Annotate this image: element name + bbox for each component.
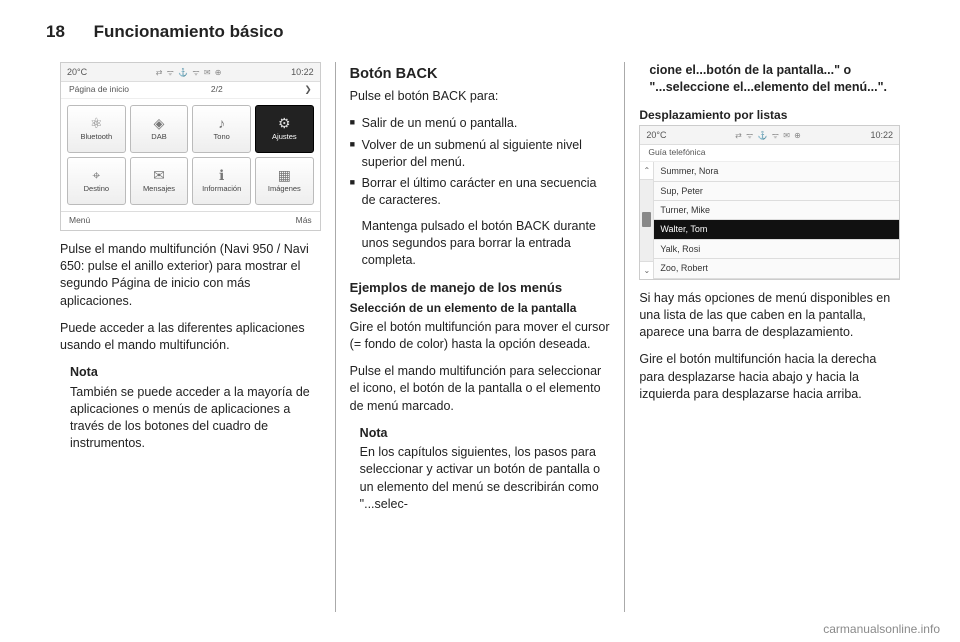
tono-icon: ♪ [218, 116, 225, 130]
bottom-bar: Menú Más [61, 211, 320, 230]
clock-label: 10:22 [870, 129, 893, 141]
información-icon: ℹ [219, 168, 224, 182]
list-item[interactable]: Summer, Nora [654, 162, 899, 181]
tile-label: Mensajes [143, 184, 175, 194]
dab-icon: ◈ [154, 116, 165, 130]
tile-label: Ajustes [272, 132, 297, 142]
scroll-up-icon[interactable]: ⌃ [640, 162, 653, 180]
paragraph: Pulse el botón BACK para: [350, 88, 611, 105]
temp-label: 20°C [646, 129, 666, 141]
app-grid: ⚛ Bluetooth ◈ DAB ♪ Tono ⚙ Ajustes ⌖ Destino ✉ Mens… [61, 99, 320, 211]
bullet-item: Volver de un submenú al siguiente nivel … [350, 137, 611, 172]
note-heading: Nota [360, 425, 611, 442]
note-body: También se puede acceder a la mayoría de… [70, 384, 321, 453]
list-body: Summer, NoraSup, PeterTurner, MikeWalter… [654, 162, 899, 278]
note-heading: Nota [70, 364, 321, 381]
tile-label: Bluetooth [80, 132, 112, 142]
mensajes-icon: ✉ [153, 168, 165, 182]
paragraph: Pulse el mando multifunción (Navi 950 / … [60, 241, 321, 310]
status-icons: ⇄ ᯤ ⚓ ᯤ ✉ ⊕ [156, 67, 223, 78]
app-tile-información[interactable]: ℹ Información [192, 157, 251, 205]
list-wrap: ⌃ ⌄ Summer, NoraSup, PeterTurner, MikeWa… [640, 162, 899, 278]
more-button[interactable]: Más [296, 215, 312, 227]
column-1: 20°C ⇄ ᯤ ⚓ ᯤ ✉ ⊕ 10:22 Página de inicio … [46, 62, 335, 612]
scroll-thumb[interactable] [642, 212, 651, 226]
app-tile-bluetooth[interactable]: ⚛ Bluetooth [67, 105, 126, 153]
paragraph: Si hay más opciones de menú disponibles … [639, 290, 900, 342]
tile-label: Tono [214, 132, 230, 142]
tile-label: Imágenes [268, 184, 301, 194]
scroll-track[interactable] [640, 180, 653, 260]
app-tile-ajustes[interactable]: ⚙ Ajustes [255, 105, 314, 153]
subbar: Guía telefónica [640, 145, 899, 162]
ajustes-icon: ⚙ [278, 116, 291, 130]
subheading: Selección de un elemento de la pantalla [350, 300, 611, 317]
tile-label: Información [202, 184, 241, 194]
status-icons: ⇄ ᯤ ⚓ ᯤ ✉ ⊕ [735, 130, 802, 141]
next-icon[interactable]: ❯ [305, 84, 312, 96]
examples-heading: Ejemplos de manejo de los menús [350, 279, 611, 297]
tile-label: DAB [151, 132, 166, 142]
list-item[interactable]: Yalk, Rosi [654, 240, 899, 259]
topbar: 20°C ⇄ ᯤ ⚓ ᯤ ✉ ⊕ 10:22 [61, 63, 320, 82]
footer-link[interactable]: carmanualsonline.info [823, 622, 940, 636]
temp-label: 20°C [67, 66, 87, 78]
back-heading: Botón BACK [350, 64, 611, 84]
scrollbar[interactable]: ⌃ ⌄ [640, 162, 654, 278]
paragraph: Gire el botón multifunción hacia la dere… [639, 351, 900, 403]
scroll-down-icon[interactable]: ⌄ [640, 261, 653, 279]
continuation-text: cione el...botón de la pantalla..." o ".… [649, 62, 900, 97]
list-item[interactable]: Turner, Mike [654, 201, 899, 220]
imágenes-icon: ▦ [278, 168, 291, 182]
clock-label: 10:22 [291, 66, 314, 78]
paragraph: Pulse el mando multifunción para selecci… [350, 363, 611, 415]
app-tile-imágenes[interactable]: ▦ Imágenes [255, 157, 314, 205]
list-item[interactable]: Sup, Peter [654, 182, 899, 201]
page-header: 18 Funcionamiento básico [46, 22, 284, 42]
app-tile-dab[interactable]: ◈ DAB [130, 105, 189, 153]
bullet-item: Borrar el último carácter en una secuenc… [350, 175, 611, 210]
list-screenshot: 20°C ⇄ ᯤ ⚓ ᯤ ✉ ⊕ 10:22 Guía telefónica ⌃… [639, 125, 900, 280]
list-title: Guía telefónica [648, 147, 705, 159]
destino-icon: ⌖ [92, 168, 100, 182]
note-body: En los capítulos siguientes, los pasos p… [360, 444, 611, 513]
bullet-item: Salir de un menú o pantalla. [350, 115, 611, 132]
tile-label: Destino [84, 184, 109, 194]
page-label: Página de inicio [69, 84, 129, 96]
chapter-title: Funcionamiento básico [94, 22, 284, 41]
bullet-list: Salir de un menú o pantalla. Volver de un… [350, 115, 611, 209]
paragraph: Puede acceder a las diferentes aplicacio… [60, 320, 321, 355]
column-2: Botón BACK Pulse el botón BACK para: Sal… [335, 62, 625, 612]
subheading: Desplazamiento por listas [639, 107, 900, 124]
app-tile-destino[interactable]: ⌖ Destino [67, 157, 126, 205]
paragraph: Gire el botón multifunción para mover el… [350, 319, 611, 354]
home-screenshot: 20°C ⇄ ᯤ ⚓ ᯤ ✉ ⊕ 10:22 Página de inicio … [60, 62, 321, 231]
bluetooth-icon: ⚛ [90, 116, 103, 130]
topbar: 20°C ⇄ ᯤ ⚓ ᯤ ✉ ⊕ 10:22 [640, 126, 899, 145]
subbar: Página de inicio 2/2 ❯ [61, 82, 320, 99]
paragraph: Mantenga pulsado el botón BACK durante u… [362, 218, 611, 270]
column-3: cione el...botón de la pantalla..." o ".… [624, 62, 914, 612]
menu-button[interactable]: Menú [69, 215, 90, 227]
content-columns: 20°C ⇄ ᯤ ⚓ ᯤ ✉ ⊕ 10:22 Página de inicio … [46, 62, 914, 612]
page-number: 18 [46, 22, 65, 41]
app-tile-tono[interactable]: ♪ Tono [192, 105, 251, 153]
list-item[interactable]: Zoo, Robert [654, 259, 899, 278]
page-count: 2/2 [211, 84, 223, 96]
list-item[interactable]: Walter, Tom [654, 220, 899, 239]
app-tile-mensajes[interactable]: ✉ Mensajes [130, 157, 189, 205]
